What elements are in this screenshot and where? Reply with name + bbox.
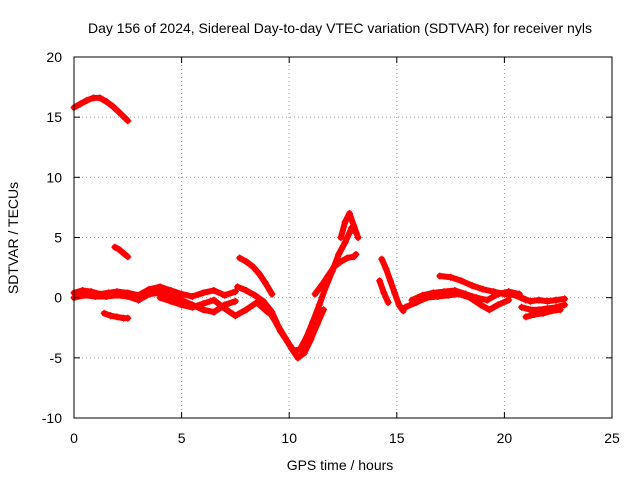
y-tick-label: -5 xyxy=(50,350,63,366)
y-tick-label: 20 xyxy=(46,49,62,65)
x-axis-label: GPS time / hours xyxy=(287,457,394,473)
y-tick-label: 0 xyxy=(54,290,62,306)
x-tick-label: 15 xyxy=(389,430,405,446)
data-point xyxy=(352,250,360,258)
data-point xyxy=(561,301,569,309)
data-point xyxy=(384,298,392,306)
series-band xyxy=(380,289,392,306)
data-point xyxy=(124,314,132,322)
series-track-b xyxy=(111,243,132,261)
chart-title: Day 156 of 2024, Sidereal Day-to-day VTE… xyxy=(88,20,592,36)
x-tick-label: 10 xyxy=(281,430,297,446)
series-track-o xyxy=(401,290,513,314)
series-band xyxy=(262,280,275,298)
data-point xyxy=(124,117,132,125)
data-point xyxy=(268,290,276,298)
data-point xyxy=(561,295,569,303)
y-tick-label: 5 xyxy=(54,230,62,246)
series-band xyxy=(494,297,512,308)
data-point xyxy=(124,253,132,261)
x-tick-label: 25 xyxy=(604,430,620,446)
series-track-j xyxy=(311,250,360,298)
data-point xyxy=(231,297,239,305)
series-track-g xyxy=(236,254,276,298)
series-track-l xyxy=(378,255,407,315)
y-tick-label: 10 xyxy=(46,169,62,185)
data-point xyxy=(556,306,564,314)
series-band xyxy=(120,250,131,260)
series-band xyxy=(350,222,362,241)
series-track-c xyxy=(100,309,132,322)
series-track-s xyxy=(522,306,564,321)
series-track-d xyxy=(70,283,239,300)
series-track-q xyxy=(518,301,569,314)
series-band xyxy=(316,283,329,308)
y-axis-label: SDTVAR / TECUs xyxy=(5,182,21,294)
series-track-r xyxy=(518,294,569,305)
axes: 0 5 10 15 20 25 -10 -5 0 5 10 15 20 xyxy=(42,49,620,446)
series-track-a xyxy=(70,94,132,125)
y-tick-label: -10 xyxy=(42,410,62,426)
data-points xyxy=(70,94,569,362)
x-tick-label: 5 xyxy=(178,430,186,446)
data-point xyxy=(320,306,328,314)
series-track-m xyxy=(376,277,392,306)
series-band xyxy=(314,306,327,328)
series-band xyxy=(309,301,323,325)
x-tick-label: 0 xyxy=(70,430,78,446)
series-band xyxy=(221,298,239,308)
series-track-k xyxy=(337,209,362,241)
y-tick-label: 15 xyxy=(46,109,62,125)
x-tick-label: 20 xyxy=(497,430,513,446)
series-band xyxy=(395,301,407,314)
series-band xyxy=(221,288,239,299)
data-point xyxy=(231,288,239,296)
series-band xyxy=(116,109,131,124)
data-point xyxy=(354,234,362,241)
data-point xyxy=(505,296,513,304)
